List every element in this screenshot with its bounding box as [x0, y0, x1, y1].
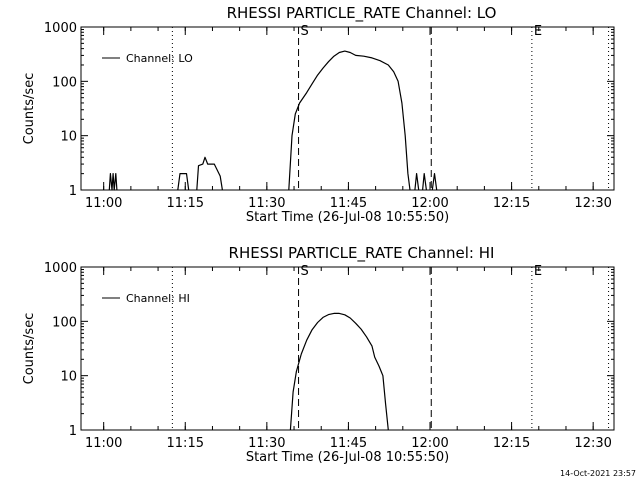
series-line-1: [422, 173, 427, 191]
x-tick-label: 11:15: [167, 196, 204, 211]
series-line-1: [431, 173, 438, 191]
y-tick-label: 100: [52, 315, 77, 330]
x-tick-label: 12:00: [411, 196, 448, 211]
time-marker-label: E: [534, 24, 542, 39]
footer-timestamp: 14-Oct-2021 23:57: [560, 469, 636, 478]
x-axis-label: Start Time (26-Jul-08 10:55:50): [246, 450, 449, 465]
y-tick-label: 1000: [44, 21, 77, 36]
x-tick-label: 11:30: [248, 436, 285, 451]
series-line-1: [288, 50, 411, 191]
y-axis-label: Counts/sec: [22, 73, 37, 145]
series-line-1: [414, 173, 420, 191]
time-marker-label: S: [301, 24, 309, 39]
y-tick-label: 100: [52, 75, 77, 90]
y-tick-label: 1000: [44, 261, 77, 276]
x-tick-label: 12:30: [574, 436, 611, 451]
x-tick-label: 12:15: [493, 436, 530, 451]
x-tick-label: 11:00: [85, 436, 122, 451]
plot-frame: [80, 26, 615, 191]
series-line-1: [289, 312, 389, 431]
x-axis-label: Start Time (26-Jul-08 10:55:50): [246, 210, 449, 225]
x-tick-label: 11:45: [330, 196, 367, 211]
lo-channel-chart: RHESSI PARTICLE_RATE Channel: LO 1 10 100 10…: [22, 4, 615, 225]
time-marker-label: E: [534, 264, 542, 279]
x-tick-label: 12:15: [493, 196, 530, 211]
x-tick-label: 11:30: [248, 196, 285, 211]
chart-title: RHESSI PARTICLE_RATE Channel: LO: [227, 4, 497, 23]
plot-frame: [80, 266, 615, 431]
x-tick-label: 11:15: [167, 436, 204, 451]
series-line-1: [177, 173, 190, 191]
x-tick-label: 12:00: [411, 436, 448, 451]
y-tick-label: 10: [60, 370, 77, 385]
series-line-1: [196, 156, 223, 191]
y-axis-label: Counts/sec: [22, 313, 37, 385]
y-tick-label: 1: [69, 184, 77, 199]
legend-label: Channel: HI: [126, 292, 190, 305]
series-line-1: [108, 173, 118, 191]
x-tick-label: 12:30: [574, 196, 611, 211]
legend-label: Channel: LO: [126, 52, 193, 65]
y-tick-label: 10: [60, 130, 77, 145]
y-tick-label: 1: [69, 424, 77, 439]
time-marker-label: S: [301, 264, 309, 279]
chart-title: RHESSI PARTICLE_RATE Channel: HI: [229, 244, 495, 263]
x-tick-label: 11:45: [330, 436, 367, 451]
hi-channel-chart: RHESSI PARTICLE_RATE Channel: HI 1 10 100 10…: [22, 244, 615, 465]
x-tick-label: 11:00: [85, 196, 122, 211]
